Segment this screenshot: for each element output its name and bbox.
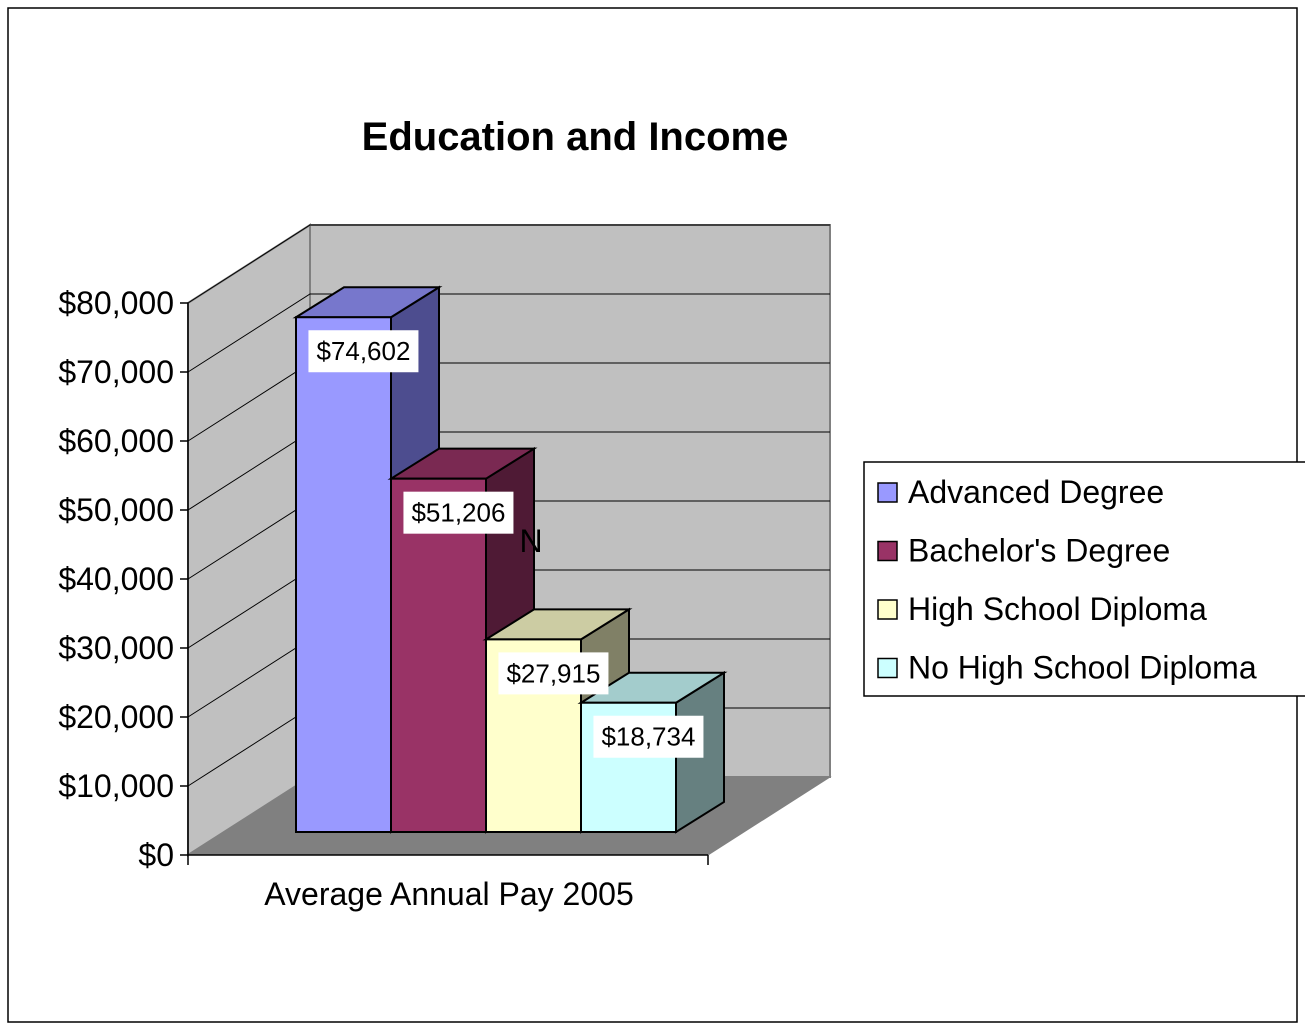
data-label: $18,734 bbox=[593, 715, 704, 758]
legend-label: High School Diploma bbox=[908, 591, 1207, 627]
legend-label: Advanced Degree bbox=[908, 474, 1164, 510]
data-label: $27,915 bbox=[498, 652, 609, 695]
legend-box bbox=[863, 461, 1305, 697]
data-label-text: $74,602 bbox=[316, 336, 410, 366]
y-tick-label: $20,000 bbox=[58, 699, 174, 735]
data-label-text: $18,734 bbox=[601, 722, 695, 752]
legend-swatch bbox=[877, 657, 898, 679]
data-label-text: $27,915 bbox=[506, 658, 600, 688]
y-tick-label: $0 bbox=[138, 837, 174, 873]
data-label: $74,602 bbox=[308, 330, 419, 373]
data-label: $51,206 bbox=[403, 491, 514, 534]
legend-label: No High School Diploma bbox=[908, 650, 1257, 686]
legend-label: Bachelor's Degree bbox=[908, 533, 1170, 569]
legend-swatch bbox=[877, 540, 898, 562]
legend-swatch bbox=[877, 599, 898, 620]
gridline bbox=[187, 293, 830, 373]
data-label-box bbox=[403, 491, 514, 534]
gridline bbox=[187, 224, 830, 304]
data-label-box bbox=[498, 652, 609, 695]
y-tick-label: $10,000 bbox=[58, 768, 174, 804]
bar-front bbox=[295, 316, 392, 833]
y-tick-label: $80,000 bbox=[58, 285, 174, 321]
y-tick-label: $30,000 bbox=[58, 630, 174, 666]
data-label-box bbox=[593, 715, 704, 758]
y-tick-label: $60,000 bbox=[58, 423, 174, 459]
y-tick-label: $40,000 bbox=[58, 561, 174, 597]
chart-title: Education and Income bbox=[362, 115, 789, 159]
chart-annotation: N bbox=[519, 523, 542, 559]
y-tick-label: $70,000 bbox=[58, 354, 174, 390]
data-label-text: $51,206 bbox=[411, 498, 505, 528]
y-tick-label: $50,000 bbox=[58, 492, 174, 528]
data-label-box bbox=[308, 330, 419, 373]
category-label: Average Annual Pay 2005 bbox=[264, 876, 633, 912]
legend-swatch bbox=[877, 482, 898, 503]
